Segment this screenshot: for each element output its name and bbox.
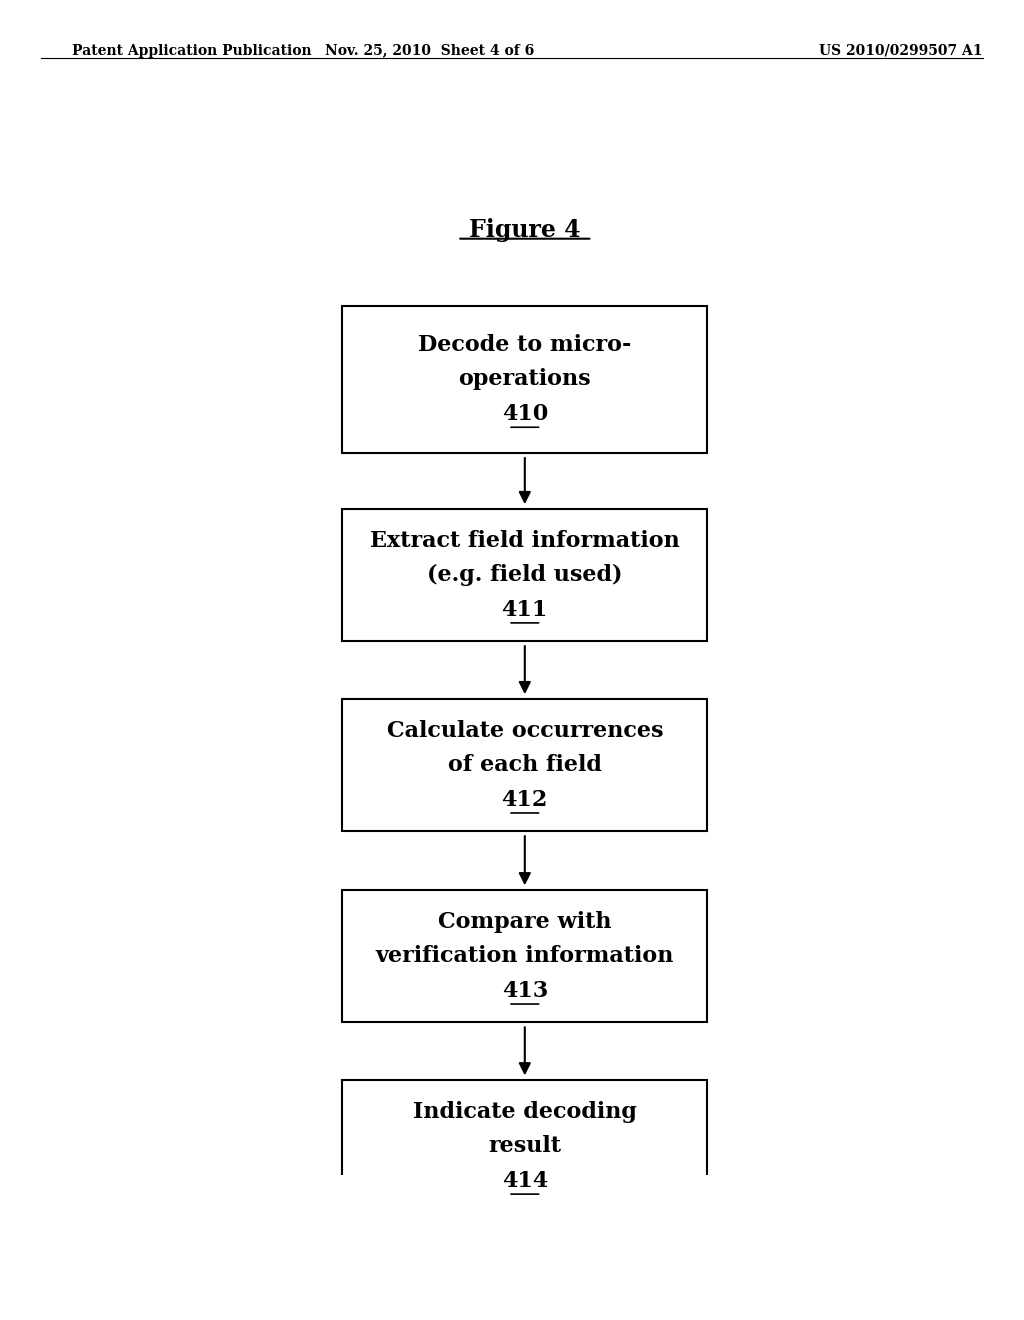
Text: operations: operations bbox=[459, 368, 591, 391]
Text: Compare with: Compare with bbox=[438, 911, 611, 933]
Text: Nov. 25, 2010  Sheet 4 of 6: Nov. 25, 2010 Sheet 4 of 6 bbox=[326, 44, 535, 58]
Text: 414: 414 bbox=[502, 1170, 548, 1192]
Bar bbox=[342, 510, 708, 642]
Text: US 2010/0299507 A1: US 2010/0299507 A1 bbox=[819, 44, 983, 58]
Text: Figure 4: Figure 4 bbox=[469, 218, 581, 242]
Bar bbox=[342, 700, 708, 832]
Bar bbox=[342, 1080, 708, 1212]
Text: 410: 410 bbox=[502, 403, 548, 425]
Bar bbox=[342, 306, 708, 453]
Text: verification information: verification information bbox=[376, 945, 674, 968]
Text: 413: 413 bbox=[502, 979, 548, 1002]
Text: result: result bbox=[488, 1135, 561, 1158]
Text: (e.g. field used): (e.g. field used) bbox=[427, 564, 623, 586]
Bar bbox=[342, 890, 708, 1022]
Text: Decode to micro-: Decode to micro- bbox=[418, 334, 632, 356]
Text: 412: 412 bbox=[502, 789, 548, 810]
Text: 411: 411 bbox=[502, 599, 548, 620]
Text: Extract field information: Extract field information bbox=[370, 529, 680, 552]
Text: Indicate decoding: Indicate decoding bbox=[413, 1101, 637, 1123]
Text: Calculate occurrences: Calculate occurrences bbox=[386, 719, 664, 742]
Text: Patent Application Publication: Patent Application Publication bbox=[72, 44, 311, 58]
Text: of each field: of each field bbox=[447, 754, 602, 776]
